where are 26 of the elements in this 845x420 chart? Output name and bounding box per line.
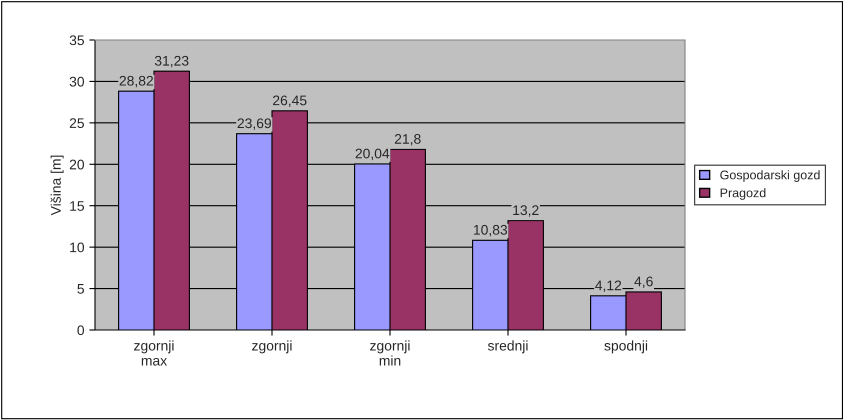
legend-label: Pragozd <box>720 188 766 200</box>
y-axis-title: Višina [m] <box>50 156 64 216</box>
y-tick-label: 25 <box>70 118 84 128</box>
data-label: 13,2 <box>513 205 539 217</box>
data-label: 28,82 <box>120 76 153 88</box>
y-tick-label: 5 <box>77 284 84 294</box>
x-tick-label: srednji <box>488 340 528 354</box>
data-label: 26,45 <box>273 95 306 107</box>
y-tick-label: 20 <box>70 160 84 170</box>
x-tick-label: zgornji max <box>134 340 174 366</box>
x-tick-label: zgornji <box>252 340 292 354</box>
data-label: 21,8 <box>394 134 421 146</box>
y-tick-label: 15 <box>70 201 84 211</box>
y-tick-label: 0 <box>77 325 84 336</box>
data-label: 20,04 <box>356 148 390 160</box>
y-tick-label: 35 <box>70 35 84 46</box>
x-tick-label: spodnji <box>604 340 648 354</box>
y-tick-label: 30 <box>70 76 84 87</box>
data-label: 4,6 <box>634 276 653 288</box>
legend-label: Gospodarski gozd <box>720 170 820 182</box>
y-tick-label: 10 <box>70 242 84 252</box>
data-label: 10,83 <box>474 224 508 236</box>
data-label: 31,23 <box>154 56 188 68</box>
data-label: 23,69 <box>238 118 272 130</box>
data-label: 4,12 <box>595 280 622 292</box>
x-tick-label: zgornji min <box>370 340 410 366</box>
